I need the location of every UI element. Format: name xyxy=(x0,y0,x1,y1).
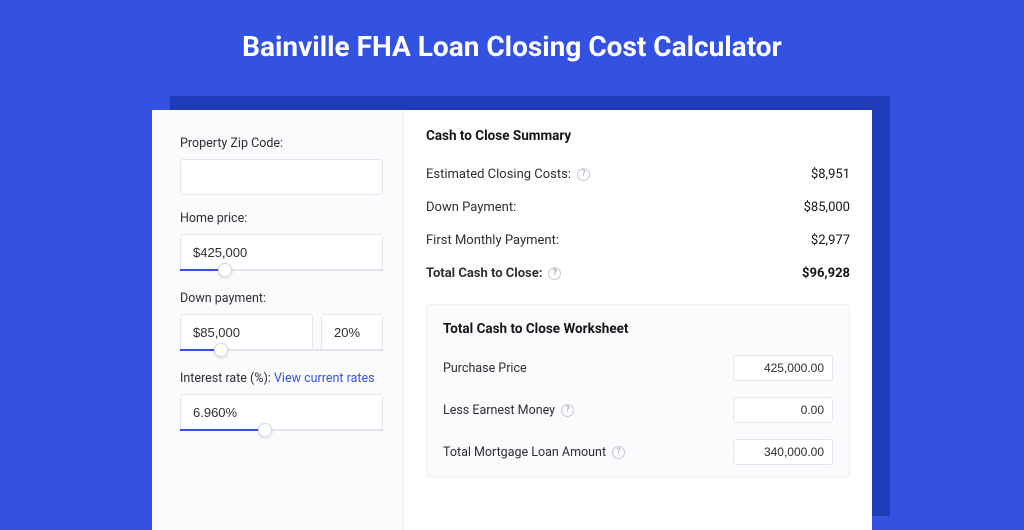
down-payment-pct-input[interactable] xyxy=(321,314,383,350)
worksheet-row-input[interactable] xyxy=(733,397,833,423)
down-payment-label: Down payment: xyxy=(180,291,383,306)
slider-thumb[interactable] xyxy=(214,343,228,357)
summary-row-value: $96,928 xyxy=(802,266,850,281)
worksheet-row: Less Earnest Money? xyxy=(443,389,833,431)
down-payment-slider[interactable] xyxy=(180,349,383,355)
summary-row-label: Down Payment: xyxy=(426,200,516,215)
calculator-card: Property Zip Code: Home price: Down paym… xyxy=(152,110,872,530)
summary-row-label: Total Cash to Close:? xyxy=(426,266,561,281)
worksheet-row-input[interactable] xyxy=(733,439,833,465)
summary-row: Down Payment: $85,000 xyxy=(426,191,850,224)
interest-input[interactable] xyxy=(180,394,383,430)
help-icon[interactable]: ? xyxy=(577,168,590,181)
worksheet-card: Total Cash to Close Worksheet Purchase P… xyxy=(426,304,850,478)
help-icon[interactable]: ? xyxy=(561,404,574,417)
help-icon[interactable]: ? xyxy=(612,446,625,459)
home-price-slider[interactable] xyxy=(180,269,383,275)
worksheet-row-input[interactable] xyxy=(733,355,833,381)
worksheet-row-label: Purchase Price xyxy=(443,361,527,376)
field-home-price: Home price: xyxy=(180,211,383,275)
page-title: Bainville FHA Loan Closing Cost Calculat… xyxy=(0,0,1024,87)
worksheet-title: Total Cash to Close Worksheet xyxy=(443,321,833,337)
help-icon[interactable]: ? xyxy=(548,267,561,280)
worksheet-row-label: Total Mortgage Loan Amount? xyxy=(443,445,625,460)
zip-label: Property Zip Code: xyxy=(180,136,383,151)
summary-rows: Estimated Closing Costs:? $8,951 Down Paym… xyxy=(426,158,850,290)
summary-row-label: Estimated Closing Costs:? xyxy=(426,167,590,182)
summary-title: Cash to Close Summary xyxy=(426,128,850,144)
results-panel: Cash to Close Summary Estimated Closing … xyxy=(404,110,872,530)
worksheet-row: Purchase Price xyxy=(443,347,833,389)
summary-row: Total Cash to Close:? $96,928 xyxy=(426,257,850,290)
worksheet-rows: Purchase Price Less Earnest Money? Total M… xyxy=(443,347,833,473)
worksheet-row-label: Less Earnest Money? xyxy=(443,403,574,418)
summary-row: First Monthly Payment: $2,977 xyxy=(426,224,850,257)
field-interest: Interest rate (%): View current rates xyxy=(180,371,383,435)
slider-thumb[interactable] xyxy=(218,263,232,277)
down-payment-input[interactable] xyxy=(180,314,313,350)
summary-row-label: First Monthly Payment: xyxy=(426,233,559,248)
zip-input[interactable] xyxy=(180,159,383,195)
field-down-payment: Down payment: xyxy=(180,291,383,355)
slider-thumb[interactable] xyxy=(258,423,272,437)
field-zip: Property Zip Code: xyxy=(180,136,383,195)
view-rates-link[interactable]: View current rates xyxy=(274,371,375,386)
interest-slider[interactable] xyxy=(180,429,383,435)
inputs-panel: Property Zip Code: Home price: Down paym… xyxy=(152,110,404,530)
interest-label: Interest rate (%): View current rates xyxy=(180,371,383,386)
home-price-label: Home price: xyxy=(180,211,383,226)
summary-row-value: $2,977 xyxy=(811,233,850,248)
summary-row-value: $85,000 xyxy=(804,200,850,215)
home-price-input[interactable] xyxy=(180,234,383,270)
summary-row: Estimated Closing Costs:? $8,951 xyxy=(426,158,850,191)
summary-row-value: $8,951 xyxy=(811,167,850,182)
worksheet-row: Total Mortgage Loan Amount? xyxy=(443,431,833,473)
